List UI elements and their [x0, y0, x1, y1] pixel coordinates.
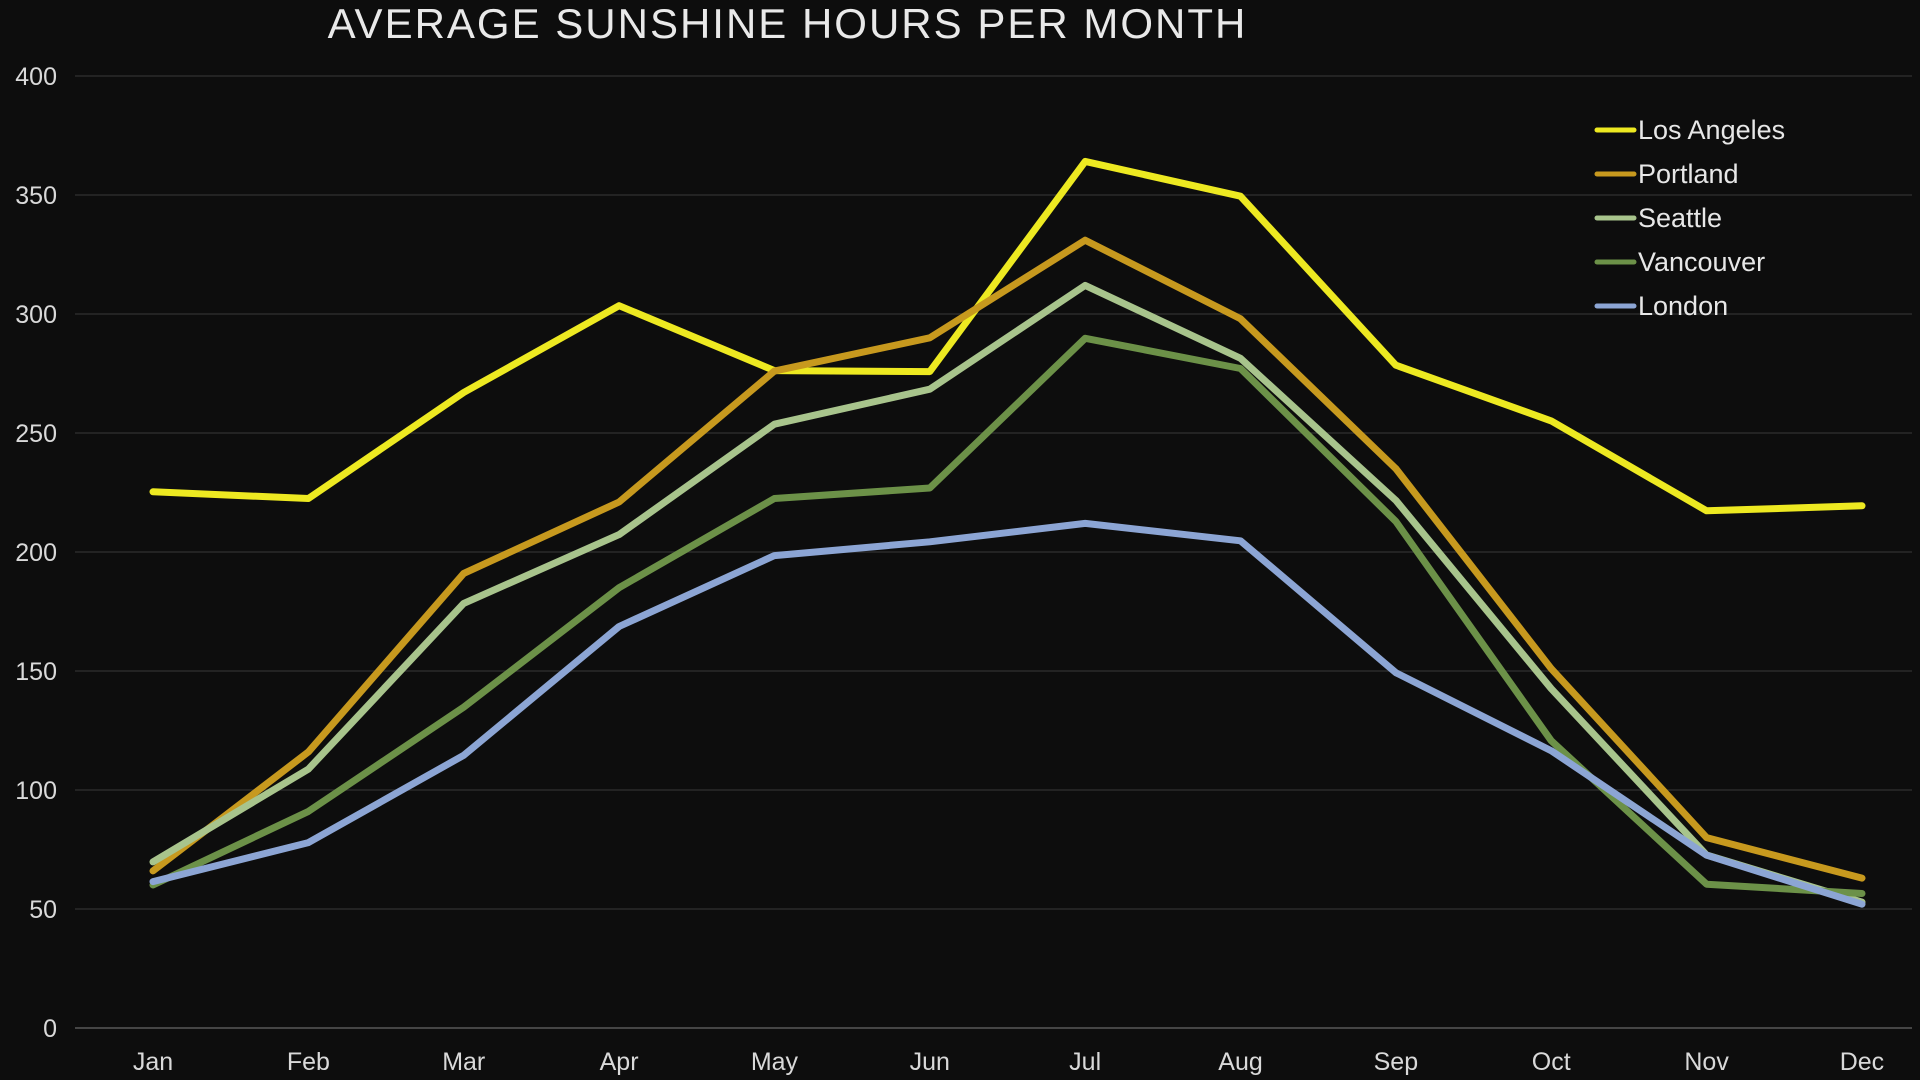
- y-tick-label: 100: [15, 777, 57, 805]
- legend-label: Portland: [1638, 159, 1739, 189]
- y-tick-label: 350: [15, 182, 57, 210]
- series-line-portland: [149, 236, 1866, 882]
- x-tick-label: Jun: [910, 1048, 950, 1076]
- legend: Los Angeles Portland Seattle Vancouver Londo…: [1594, 115, 1785, 321]
- legend-label: Los Angeles: [1638, 115, 1785, 145]
- y-tick-label: 0: [43, 1015, 57, 1043]
- x-axis-labels: Jan Feb Mar Apr May Jun Jul Aug Sep Oct Nov Dec: [133, 1048, 1884, 1076]
- y-tick-label: 150: [15, 658, 57, 686]
- legend-item-los-angeles: Los Angeles: [1594, 115, 1785, 145]
- legend-label: Seattle: [1638, 203, 1722, 233]
- legend-item-london: London: [1594, 291, 1728, 321]
- legend-label: Vancouver: [1638, 247, 1765, 277]
- legend-label: London: [1638, 291, 1728, 321]
- x-tick-label: Jul: [1069, 1048, 1101, 1076]
- gridlines: [75, 75, 1912, 1029]
- series-line-los-angeles: [149, 157, 1866, 515]
- legend-item-seattle: Seattle: [1594, 203, 1722, 233]
- y-tick-label: 50: [29, 896, 57, 924]
- series-lines: [149, 157, 1866, 908]
- x-tick-label: Mar: [442, 1048, 485, 1076]
- chart-title: AVERAGE SUNSHINE HOURS PER MONTH: [327, 0, 1248, 47]
- x-tick-label: Jan: [133, 1048, 173, 1076]
- legend-item-vancouver: Vancouver: [1594, 247, 1765, 277]
- series-line-vancouver: [149, 334, 1866, 897]
- y-tick-label: 200: [15, 539, 57, 567]
- x-tick-label: May: [751, 1048, 799, 1076]
- series-line-london: [149, 519, 1866, 908]
- y-tick-label: 400: [15, 63, 57, 91]
- x-tick-label: Oct: [1532, 1048, 1571, 1076]
- x-tick-label: Dec: [1840, 1048, 1884, 1076]
- series-line-seattle: [149, 281, 1866, 906]
- x-tick-label: Nov: [1684, 1048, 1729, 1076]
- x-tick-label: Feb: [287, 1048, 330, 1076]
- x-tick-label: Sep: [1374, 1048, 1418, 1076]
- x-tick-label: Aug: [1218, 1048, 1262, 1076]
- y-axis-labels: 0 50 100 150 200 250 300 350 400: [15, 63, 57, 1043]
- y-tick-label: 300: [15, 301, 57, 329]
- y-tick-label: 250: [15, 420, 57, 448]
- legend-item-portland: Portland: [1594, 159, 1739, 189]
- x-tick-label: Apr: [600, 1048, 639, 1076]
